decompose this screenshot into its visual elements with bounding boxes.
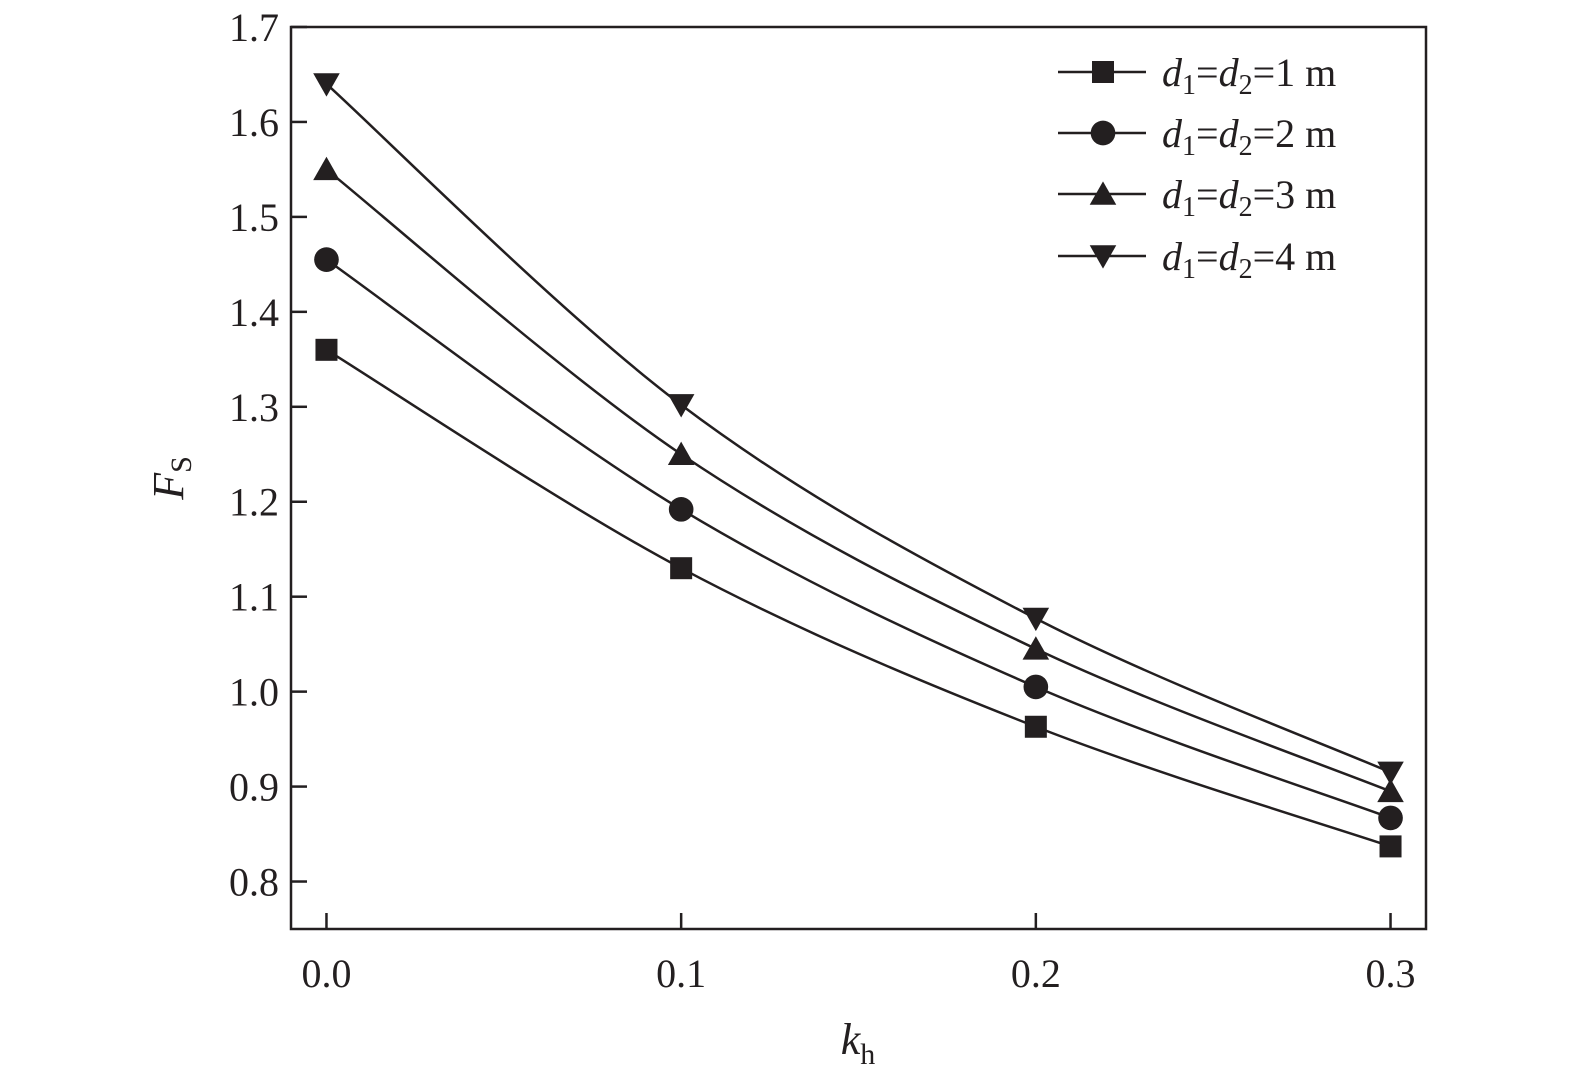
y-tick-label: 1.0 bbox=[229, 670, 279, 715]
y-axis: 0.8 0.9 1.0 1.1 1.2 1.3 1.4 1.5 1.6 1.7 bbox=[229, 5, 307, 905]
data-point bbox=[1377, 778, 1404, 803]
x-axis-label-main: k bbox=[841, 1015, 862, 1064]
x-axis-label: kh bbox=[841, 1015, 876, 1071]
data-point bbox=[667, 394, 695, 418]
data-point bbox=[1377, 761, 1404, 785]
series-4 bbox=[313, 73, 1404, 785]
y-tick-label: 1.4 bbox=[229, 290, 279, 335]
legend-item: d1=d2=4 m bbox=[1058, 234, 1336, 285]
x-tick-label: 0.3 bbox=[1366, 951, 1416, 996]
x-axis-label-sub: h bbox=[860, 1038, 875, 1071]
legend-item: d1=d2=3 m bbox=[1058, 172, 1336, 223]
x-axis: 0.0 0.1 0.2 0.3 bbox=[301, 913, 1416, 996]
y-tick-label: 0.8 bbox=[229, 860, 279, 905]
series-line bbox=[325, 83, 1392, 774]
series-line bbox=[325, 168, 1391, 793]
data-point bbox=[1022, 636, 1050, 660]
data-point bbox=[313, 73, 340, 97]
y-tick-label: 0.9 bbox=[229, 765, 279, 810]
legend: d1=d2=1 m d1=d2=2 m d1=d2=3 m d1=d2=4 m bbox=[1058, 50, 1336, 285]
data-point bbox=[1024, 715, 1047, 738]
y-axis-label-sub: S bbox=[165, 456, 198, 473]
y-tick-label: 1.5 bbox=[229, 195, 279, 240]
y-tick-label: 1.1 bbox=[229, 575, 279, 620]
data-point bbox=[1379, 835, 1402, 858]
plot-area-frame bbox=[289, 25, 1428, 931]
legend-label: d1=d2=1 m bbox=[1162, 50, 1336, 101]
x-tick-label: 0.1 bbox=[656, 951, 706, 996]
series-line bbox=[325, 258, 1391, 820]
x-tick-label: 0.2 bbox=[1011, 951, 1061, 996]
data-point bbox=[314, 247, 339, 272]
series-layer bbox=[313, 73, 1404, 858]
y-axis-label: FS bbox=[144, 456, 198, 501]
y-tick-label: 1.7 bbox=[229, 5, 279, 50]
data-point bbox=[668, 497, 694, 522]
legend-item: d1=d2=2 m bbox=[1058, 111, 1336, 162]
legend-marker bbox=[1092, 61, 1114, 83]
data-point bbox=[1378, 805, 1403, 831]
legend-marker bbox=[1090, 120, 1116, 146]
x-tick-label: 0.0 bbox=[301, 951, 351, 996]
data-point bbox=[670, 557, 693, 580]
legend-label: d1=d2=2 m bbox=[1162, 111, 1336, 162]
series-3 bbox=[313, 156, 1404, 803]
series-2 bbox=[314, 247, 1403, 831]
legend-marker bbox=[1089, 181, 1117, 205]
data-point bbox=[667, 441, 695, 466]
data-point bbox=[1022, 607, 1050, 632]
series-line bbox=[325, 348, 1391, 848]
data-point bbox=[315, 338, 338, 361]
legend-label: d1=d2=4 m bbox=[1162, 234, 1336, 285]
data-point bbox=[1023, 674, 1049, 700]
y-tick-label: 1.3 bbox=[229, 385, 279, 430]
legend-item: d1=d2=1 m bbox=[1058, 50, 1336, 101]
y-tick-label: 1.2 bbox=[229, 480, 279, 525]
data-point bbox=[313, 156, 340, 181]
y-tick-label: 1.6 bbox=[229, 100, 279, 145]
y-axis-label-main: F bbox=[144, 472, 193, 501]
legend-marker bbox=[1089, 245, 1117, 269]
series-1 bbox=[315, 338, 1402, 858]
legend-label: d1=d2=3 m bbox=[1162, 172, 1336, 223]
